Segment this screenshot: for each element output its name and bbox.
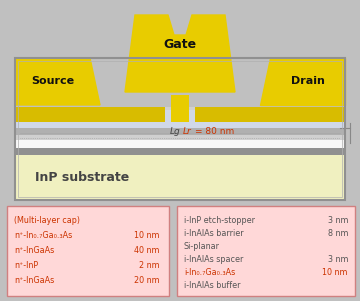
Text: (Multi-layer cap): (Multi-layer cap): [14, 216, 80, 225]
Bar: [15, 155, 345, 200]
Text: 20 nm: 20 nm: [134, 276, 160, 285]
Polygon shape: [260, 58, 345, 105]
Bar: [15, 107, 155, 122]
Text: n⁺-InP: n⁺-InP: [14, 261, 38, 270]
Text: i-In₀.₇Ga₀.₃As: i-In₀.₇Ga₀.₃As: [184, 268, 235, 277]
Bar: [15, 135, 345, 140]
Text: 3 nm: 3 nm: [328, 255, 348, 264]
Text: i-InAlAs barrier: i-InAlAs barrier: [184, 229, 244, 238]
Text: Lg: Lg: [169, 126, 180, 135]
Bar: [15, 122, 345, 128]
FancyBboxPatch shape: [177, 206, 355, 296]
Bar: [205, 107, 345, 122]
Polygon shape: [15, 58, 100, 105]
Text: Si-planar: Si-planar: [184, 242, 220, 251]
Text: i-InP etch-stopper: i-InP etch-stopper: [184, 216, 255, 225]
Bar: [195, 107, 345, 122]
Text: Drain: Drain: [291, 76, 324, 86]
Text: 10 nm: 10 nm: [323, 268, 348, 277]
Text: Lr: Lr: [183, 126, 192, 135]
Text: 40 nm: 40 nm: [135, 246, 160, 255]
Text: Source: Source: [31, 76, 74, 86]
Text: n⁺-In₀.₇Ga₀.₃As: n⁺-In₀.₇Ga₀.₃As: [14, 231, 72, 240]
Text: i-InAlAs buffer: i-InAlAs buffer: [184, 281, 240, 290]
Bar: [15, 107, 345, 110]
Text: = 80 nm: = 80 nm: [195, 126, 234, 135]
Bar: [155, 107, 205, 122]
Bar: [15, 128, 345, 135]
Text: 2 nm: 2 nm: [139, 261, 160, 270]
Text: 3 nm: 3 nm: [328, 216, 348, 225]
Text: i-InAlAs spacer: i-InAlAs spacer: [184, 255, 243, 264]
Text: n⁺-InGaAs: n⁺-InGaAs: [14, 246, 54, 255]
Bar: [15, 107, 165, 122]
Bar: [15, 148, 345, 155]
Bar: [15, 58, 345, 200]
Bar: [15, 140, 345, 148]
Text: n⁺-InGaAs: n⁺-InGaAs: [14, 276, 54, 285]
Bar: [18, 61, 342, 197]
Bar: [171, 95, 189, 122]
Text: Gate: Gate: [163, 39, 197, 51]
Text: InP substrate: InP substrate: [35, 171, 129, 184]
FancyBboxPatch shape: [7, 206, 169, 296]
Text: 10 nm: 10 nm: [135, 231, 160, 240]
Polygon shape: [125, 15, 235, 92]
Text: 8 nm: 8 nm: [328, 229, 348, 238]
